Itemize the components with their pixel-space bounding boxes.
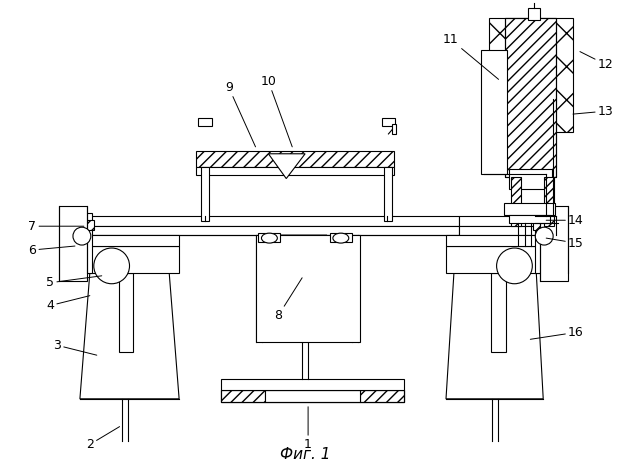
Ellipse shape [262,233,277,243]
Bar [535,213,557,273]
Bar [221,390,404,402]
Text: 13: 13 [573,105,614,118]
Text: 12: 12 [580,51,614,71]
Bar [509,215,550,223]
Bar [221,390,266,402]
Bar [77,226,459,235]
Bar [84,220,94,230]
Text: 11: 11 [443,33,499,79]
Bar [544,207,562,218]
Bar [533,220,543,230]
Text: 5: 5 [46,276,102,289]
Bar [62,216,74,223]
Bar [540,206,568,281]
Bar [481,50,506,174]
Circle shape [73,227,91,245]
Text: 8: 8 [275,278,302,322]
Bar [446,235,543,246]
Text: 15: 15 [546,237,584,250]
Bar [330,233,352,242]
Bar [446,246,543,273]
Circle shape [497,248,532,284]
Circle shape [94,248,129,284]
Bar [553,216,565,223]
Bar [266,390,360,402]
Polygon shape [80,273,179,399]
Bar [504,203,555,215]
Bar [196,167,394,175]
Polygon shape [277,235,327,268]
Bar [221,390,404,402]
Polygon shape [446,273,543,399]
Bar [80,235,179,246]
Text: 7: 7 [28,220,84,233]
Bar [255,235,360,342]
Bar [201,167,209,221]
Bar [459,216,543,226]
Bar [544,176,554,226]
Bar [118,273,134,352]
Bar [65,207,83,218]
Bar [392,124,396,134]
Text: 14: 14 [546,214,584,227]
Text: 3: 3 [53,339,97,355]
Ellipse shape [333,233,349,243]
Bar [511,176,522,226]
Bar [381,118,396,126]
Text: 2: 2 [86,426,120,451]
Circle shape [535,227,553,245]
Polygon shape [268,154,305,179]
Text: 1: 1 [304,407,312,451]
Text: 9: 9 [225,81,255,147]
Text: Фиг. 1: Фиг. 1 [280,447,330,462]
Bar [360,390,404,402]
Bar [80,246,179,273]
Bar [259,233,280,242]
Bar [509,169,552,188]
Text: 4: 4 [46,296,90,312]
Bar [221,379,404,390]
Bar [198,118,212,126]
Bar [504,18,556,176]
Text: 16: 16 [531,326,584,339]
Bar [70,213,92,273]
Text: 10: 10 [260,75,292,147]
Bar [459,226,543,235]
Bar [504,18,556,176]
Bar [529,8,540,20]
Bar [385,167,392,221]
Bar [77,216,459,226]
Text: 6: 6 [28,244,75,257]
Bar [196,151,394,167]
Bar [489,18,573,132]
Bar [70,213,84,241]
Bar [59,206,87,281]
Bar [491,273,506,352]
